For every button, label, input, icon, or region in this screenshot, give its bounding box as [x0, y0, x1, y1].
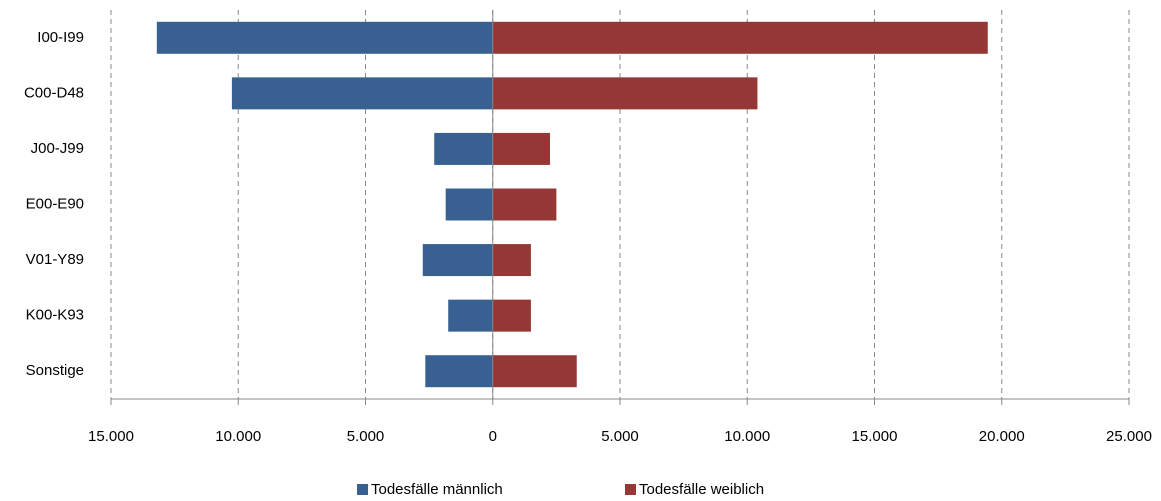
y-tick-label: K00-K93	[26, 307, 84, 324]
bar	[492, 299, 531, 332]
bar	[492, 132, 551, 165]
y-tick-label: J00-J99	[31, 140, 84, 157]
legend-swatch	[357, 484, 368, 495]
bar	[434, 132, 493, 165]
legend-label: Todesfälle männlich	[371, 481, 503, 498]
y-tick-label: I00-I99	[37, 29, 84, 46]
bar	[492, 77, 758, 110]
legend-swatch	[625, 484, 636, 495]
y-tick-label: V01-Y89	[26, 251, 84, 268]
bar	[156, 21, 493, 54]
x-tick-label: 10.000	[724, 428, 770, 445]
x-tick-label: 5.000	[601, 428, 639, 445]
legend-label: Todesfälle weiblich	[639, 481, 764, 498]
bar	[425, 355, 493, 388]
bar	[492, 244, 531, 277]
bar	[492, 188, 557, 221]
y-tick-label: Sonstige	[26, 362, 84, 379]
x-tick-label: 15.000	[88, 428, 134, 445]
x-tick-label: 0	[489, 428, 497, 445]
x-tick-label: 25.000	[1106, 428, 1152, 445]
bar	[492, 21, 988, 54]
x-tick-label: 20.000	[979, 428, 1025, 445]
bar	[445, 188, 493, 221]
bar	[448, 299, 493, 332]
y-tick-label: E00-E90	[26, 195, 84, 212]
bar	[492, 355, 577, 388]
x-tick-label: 15.000	[852, 428, 898, 445]
bar	[231, 77, 493, 110]
y-tick-label: C00-D48	[24, 84, 84, 101]
x-tick-label: 5.000	[347, 428, 385, 445]
bar	[422, 244, 493, 277]
x-tick-label: 10.000	[215, 428, 261, 445]
